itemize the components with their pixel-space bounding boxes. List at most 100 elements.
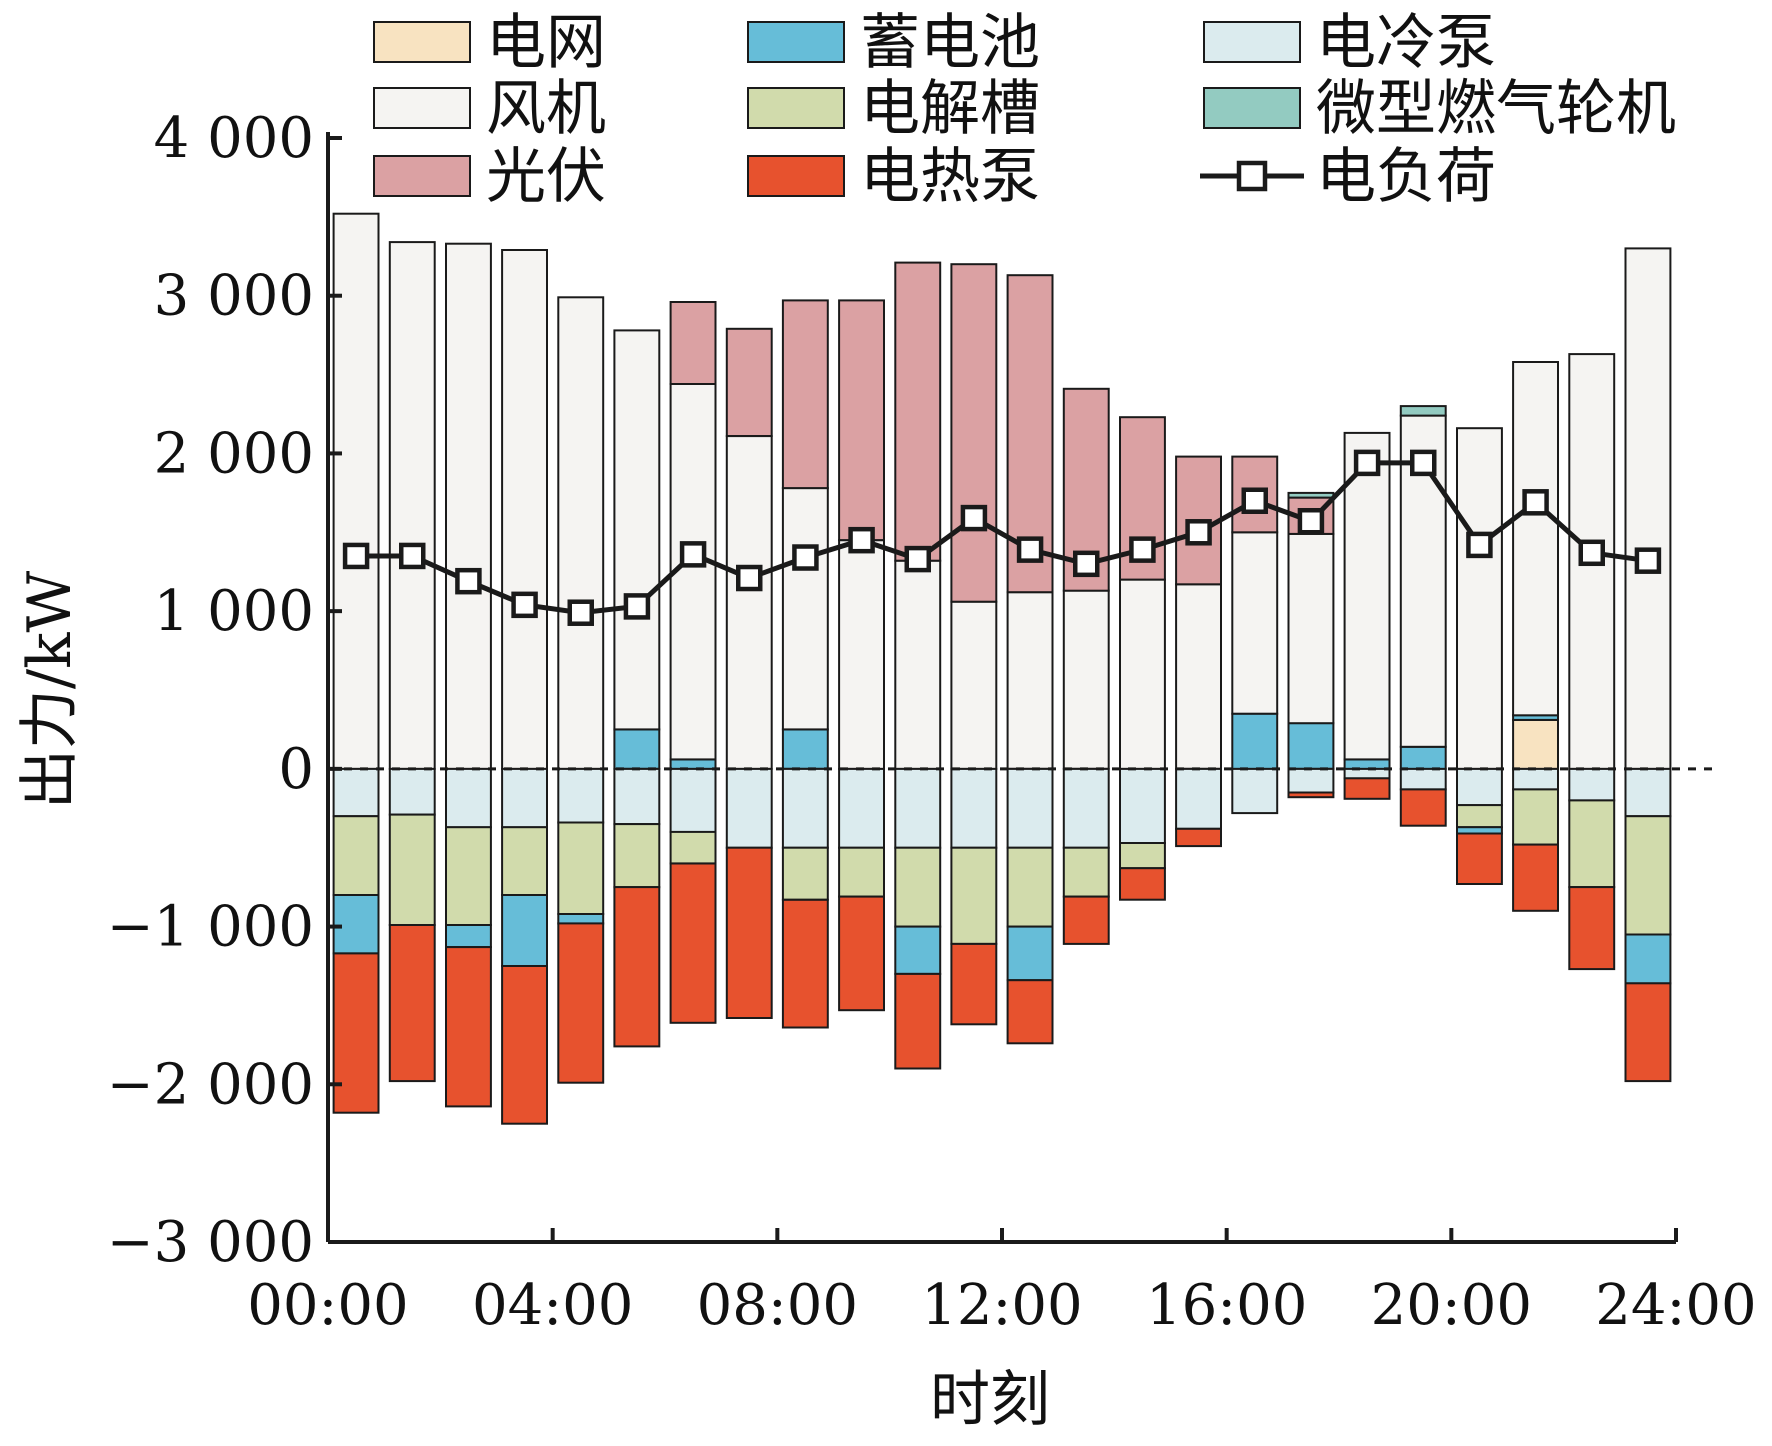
bar-segment: [1006, 979, 1054, 1045]
bar-segment: [1456, 767, 1503, 807]
bar-segment: [501, 894, 549, 967]
bar-segment: [1399, 745, 1447, 770]
bar-segment: [557, 767, 605, 824]
load-marker: [623, 593, 651, 620]
bar-segment: [894, 767, 942, 849]
load-marker: [1578, 539, 1605, 567]
bar-segment: [1456, 804, 1503, 829]
bar-segment: [445, 946, 492, 1108]
bar-segment: [1343, 767, 1391, 780]
bar-segment: [1456, 832, 1503, 885]
bar-segment: [557, 913, 605, 925]
bar-segment: [1399, 767, 1447, 791]
legend-label: 电冷泵: [1316, 8, 1496, 78]
bar-segment: [838, 846, 885, 898]
bar-segment: [1399, 405, 1447, 417]
bar-segment: [838, 539, 885, 770]
legend-swatch: [1203, 21, 1301, 63]
bar-segment: [950, 942, 998, 1026]
bar-segment: [1006, 591, 1054, 770]
bar-segment: [1062, 589, 1110, 770]
bar-segment: [781, 728, 829, 770]
bar-segment: [781, 299, 829, 490]
bar-segment: [1119, 842, 1166, 870]
bar-segment: [725, 327, 773, 437]
bar-segment: [1006, 846, 1054, 928]
bar-segment: [894, 261, 942, 562]
bar-segment: [1287, 767, 1335, 794]
load-marker: [848, 526, 875, 554]
bar-segment: [1062, 767, 1110, 849]
bar-segment: [332, 767, 380, 818]
bar-segment: [1119, 578, 1166, 770]
bar-segment: [781, 767, 829, 849]
bar-segment: [445, 242, 492, 770]
bar-segment: [1062, 846, 1110, 898]
bar-segment: [1119, 767, 1166, 845]
bar-segment: [388, 813, 436, 926]
bar-segment: [445, 924, 492, 949]
bar-segment: [613, 823, 661, 889]
load-marker: [1466, 531, 1493, 559]
y-tick-label: 1 000: [154, 579, 314, 644]
y-tick-label: 2 000: [154, 421, 314, 486]
x-tick-label: 12:00: [921, 1273, 1082, 1338]
load-marker: [1522, 489, 1549, 516]
load-marker: [1297, 507, 1325, 535]
bar-segment: [1231, 531, 1279, 715]
bar-segment: [1456, 427, 1503, 770]
bar-segment: [894, 559, 942, 770]
bar-segment: [1624, 247, 1672, 770]
bar-segment: [1512, 843, 1559, 912]
load-marker: [1634, 547, 1662, 574]
y-tick-label: −1 000: [107, 895, 314, 960]
bar-segment: [1006, 925, 1054, 982]
bar-segment: [1175, 767, 1222, 830]
bar-segment: [1624, 982, 1672, 1083]
bar-segment: [781, 487, 829, 731]
bar-segment: [725, 435, 773, 770]
bar-segment: [1175, 583, 1222, 770]
bar-segment: [1287, 791, 1335, 799]
bar-segment: [1624, 767, 1672, 818]
legend-swatch: [373, 87, 471, 129]
legend-label: 蓄电池: [860, 8, 1040, 78]
bar-segment: [613, 728, 661, 770]
load-marker: [1410, 449, 1437, 477]
legend-swatch: [373, 155, 471, 197]
legend-label: 电热泵: [860, 142, 1040, 212]
y-tick-label: 3 000: [154, 264, 314, 329]
bar-segment: [1175, 827, 1222, 848]
legend-swatch: [747, 21, 845, 63]
bar-segment: [669, 383, 717, 761]
bar-segment: [838, 767, 885, 849]
y-tick-label: 4 000: [154, 106, 314, 171]
bar-segment: [1119, 867, 1166, 901]
bar-segment: [1287, 722, 1335, 770]
bar-segment: [950, 600, 998, 770]
legend-label: 电解槽: [860, 74, 1040, 144]
bar-segment: [388, 767, 436, 816]
legend-label: 微型燃气轮机: [1316, 74, 1676, 144]
bar-segment: [838, 895, 885, 1012]
bar-segment: [1343, 777, 1391, 800]
legend-swatch: [747, 155, 845, 197]
bar-segment: [1512, 361, 1559, 717]
load-marker: [679, 541, 707, 568]
y-tick-label: −3 000: [107, 1210, 314, 1275]
legend-swatch: [747, 87, 845, 129]
bar-segment: [1624, 815, 1672, 936]
legend-label: 电网: [486, 8, 606, 78]
bar-segment: [1343, 758, 1391, 770]
legend-swatch: [373, 21, 471, 63]
bar-segment: [838, 299, 885, 542]
load-marker: [1185, 519, 1212, 546]
y-tick-label: −2 000: [107, 1052, 314, 1117]
bar-segment: [725, 846, 773, 1020]
bar-segment: [1399, 788, 1447, 827]
load-marker: [1241, 487, 1268, 514]
y-axis-title: 出力/kW: [15, 571, 85, 810]
x-tick-label: 24:00: [1595, 1273, 1756, 1338]
bar-segment: [1568, 767, 1616, 802]
